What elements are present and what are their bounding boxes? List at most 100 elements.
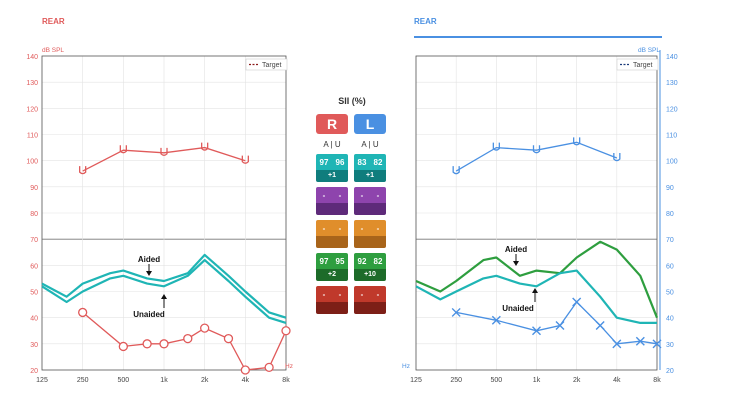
sii-delta: [316, 203, 348, 215]
threshold-marker: [635, 336, 645, 346]
ucl-marker: [201, 142, 209, 151]
y-tick-label: 50: [30, 290, 38, 297]
threshold-marker: [612, 339, 622, 349]
y-tick-label: 100: [26, 159, 38, 166]
unaided-arrowhead: [532, 288, 538, 293]
plot-frame: [41, 55, 287, 371]
sii-l-block: 92 82 +10: [354, 253, 386, 281]
ucl-marker: [532, 145, 541, 154]
aided-annotation: Aided: [138, 255, 160, 264]
y-tick-label: 140: [26, 54, 38, 61]
sii-unaided-value: -: [376, 289, 380, 299]
sii-delta: [316, 302, 348, 314]
sii-unaided-value: 95: [335, 256, 345, 266]
sii-values: --: [316, 286, 348, 302]
x-axis-unit: Hz: [285, 363, 293, 370]
y-tick-label: 30: [666, 342, 674, 349]
y-tick-label: 120: [26, 106, 38, 113]
sii-title: SII (%): [338, 96, 366, 106]
threshold-marker: [532, 326, 541, 336]
left-panel-header: REAR: [42, 17, 65, 26]
sii-unaided-value: 82: [373, 256, 383, 266]
aided-arrowhead: [513, 261, 519, 266]
sii-delta: +2: [316, 269, 348, 281]
x-tick-label: 8k: [282, 377, 290, 384]
sii-r-block: 97 96 +1: [316, 154, 348, 182]
threshold-marker: [240, 365, 250, 375]
threshold-marker: [142, 339, 152, 349]
sii-unaided-value: -: [376, 223, 380, 233]
y-tick-label: 140: [666, 54, 678, 61]
sii-unaided-value: -: [338, 289, 342, 299]
left-ear-button[interactable]: L: [354, 114, 386, 134]
sii-values: 97 95: [316, 253, 348, 269]
sii-aided-value: 97: [319, 256, 329, 266]
sii-delta: [316, 236, 348, 248]
sii-r-block: --: [316, 286, 348, 314]
legend-box: [616, 58, 659, 71]
y-tick-label: 90: [30, 185, 38, 192]
sii-l-block: --: [354, 220, 386, 248]
sii-values: --: [354, 220, 386, 236]
sii-r-block: --: [316, 187, 348, 215]
sii-aided-value: 92: [357, 256, 367, 266]
threshold-marker: [652, 339, 662, 349]
sii-aided-value: 97: [319, 157, 329, 167]
x-tick-label: 2k: [201, 377, 209, 384]
x-tick-label: 1k: [533, 377, 541, 384]
x-tick-label: 250: [77, 377, 89, 384]
y-tick-label: 40: [666, 316, 674, 323]
y-tick-label: 20: [30, 368, 38, 375]
series-aided-line: [415, 240, 659, 319]
series-ucl-line: [82, 146, 246, 172]
y-tick-label: 20: [666, 368, 674, 375]
threshold-marker: [451, 307, 461, 317]
threshold-marker: [264, 362, 274, 373]
sii-l-block: --: [354, 286, 386, 314]
y-tick-label: 130: [666, 80, 678, 87]
unaided-annotation: Unaided: [502, 304, 534, 313]
right-ear-button[interactable]: R: [316, 114, 348, 134]
y-tick-label: 100: [666, 159, 678, 166]
threshold-marker: [491, 315, 501, 325]
sii-unaided-value: -: [376, 190, 380, 200]
ucl-marker: [452, 166, 460, 175]
series-aided-line: [41, 253, 287, 319]
aided-annotation: Aided: [505, 245, 527, 254]
sii-aided-value: -: [360, 289, 364, 299]
threshold-marker: [200, 323, 210, 333]
left-au-header: A | U: [361, 140, 379, 149]
ucl-marker: [492, 142, 500, 151]
y-tick-label: 130: [26, 80, 38, 87]
sii-unaided-value: -: [338, 190, 342, 200]
ucl-marker: [79, 166, 87, 175]
sii-values: 83 82: [354, 154, 386, 170]
x-tick-label: 250: [450, 377, 462, 384]
y-tick-label: 110: [27, 133, 38, 140]
right-au-header: A | U: [323, 140, 341, 149]
sii-aided-value: -: [322, 223, 326, 233]
sii-aided-value: -: [360, 190, 364, 200]
x-tick-label: 2k: [573, 377, 581, 384]
y-tick-label: 90: [666, 185, 674, 192]
sii-l-block: 83 82 +1: [354, 154, 386, 182]
sii-r-block: --: [316, 220, 348, 248]
threshold-marker: [118, 341, 128, 352]
x-tick-label: 125: [410, 377, 422, 384]
y-tick-label: 70: [30, 237, 38, 244]
sii-aided-value: -: [322, 190, 326, 200]
sii-delta: +1: [316, 170, 348, 182]
sii-unaided-value: 96: [335, 157, 345, 167]
sii-values: 92 82: [354, 253, 386, 269]
sii-aided-value: -: [322, 289, 326, 299]
sii-values: 97 96: [316, 154, 348, 170]
y-axis-unit: dB SPL: [42, 47, 64, 54]
sii-r-block: 97 95 +2: [316, 253, 348, 281]
series-ucl-line: [455, 141, 618, 172]
sii-values: --: [316, 187, 348, 203]
y-tick-label: 40: [30, 316, 38, 323]
unaided-annotation: Unaided: [133, 310, 165, 319]
sii-delta: +1: [354, 170, 386, 182]
